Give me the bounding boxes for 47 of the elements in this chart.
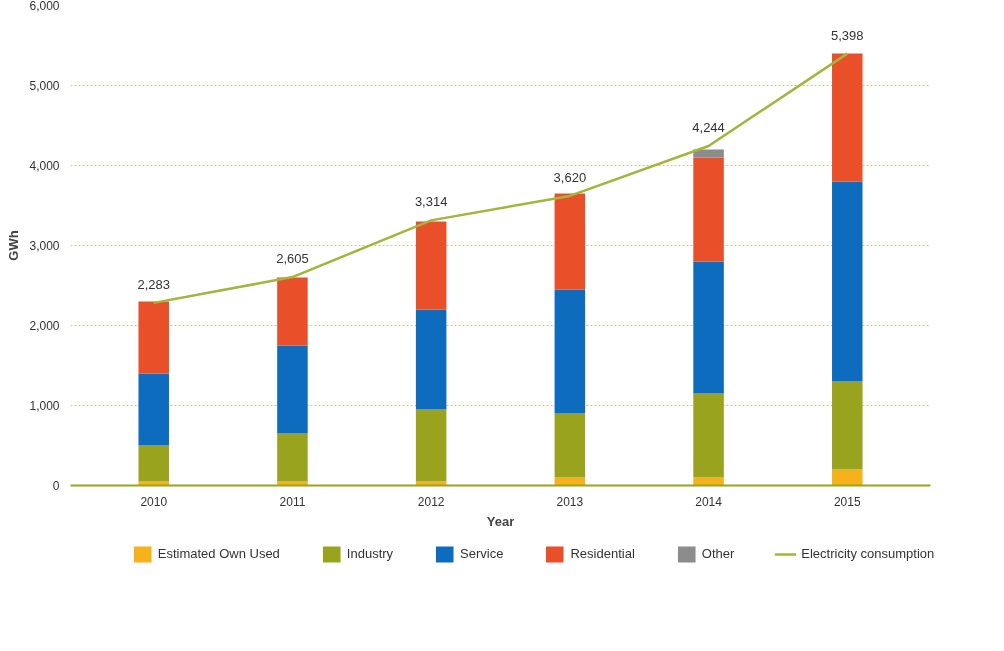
data-label: 3,620 [553,169,587,185]
bar [415,309,447,410]
bar [693,393,724,478]
legend-label: Industry [346,546,394,561]
y-tick-label: 1,000 [29,399,60,413]
legend-label: Electricity consumption [801,546,935,561]
bar [554,193,586,290]
bar [415,409,447,482]
bar [554,413,586,478]
x-axis-title: Year [486,513,515,529]
x-tick-label: 2010 [140,494,168,509]
bar [693,157,724,262]
data-label: 2,605 [276,251,309,267]
legend-label: Estimated Own Used [157,546,280,561]
x-tick-label: 2014 [695,494,723,509]
y-tick-label: 4,000 [29,159,60,173]
bar [832,381,863,470]
bar [138,445,169,482]
x-tick-label: 2013 [556,494,584,509]
data-label: 4,244 [692,119,725,135]
bar [138,301,169,374]
y-tick-label: 5,000 [29,79,60,93]
bar [693,149,724,158]
y-axis-title: GWh [6,230,22,261]
x-tick-label: 2012 [417,494,445,509]
y-tick-label: 3,000 [29,239,60,253]
legend-label: Service [460,546,504,561]
data-label: 3,314 [414,194,448,210]
y-tick-label: 2,000 [29,319,60,333]
bar [554,289,586,414]
x-tick-label: 2011 [279,494,306,509]
y-tick-label: 0 [52,479,60,493]
bar [832,53,863,182]
bar [277,433,308,482]
y-tick-label: 6,000 [29,0,60,13]
bar [138,373,169,446]
data-label: 2,283 [137,276,171,292]
bar [277,345,308,434]
data-label: 5,398 [831,27,864,43]
legend-label: Other [701,546,735,561]
bar [277,277,308,346]
legend-label: Residential [570,546,635,561]
bar [832,469,863,486]
bar [415,221,447,310]
bar [693,261,724,394]
x-tick-label: 2015 [833,494,861,509]
bar [832,181,863,382]
